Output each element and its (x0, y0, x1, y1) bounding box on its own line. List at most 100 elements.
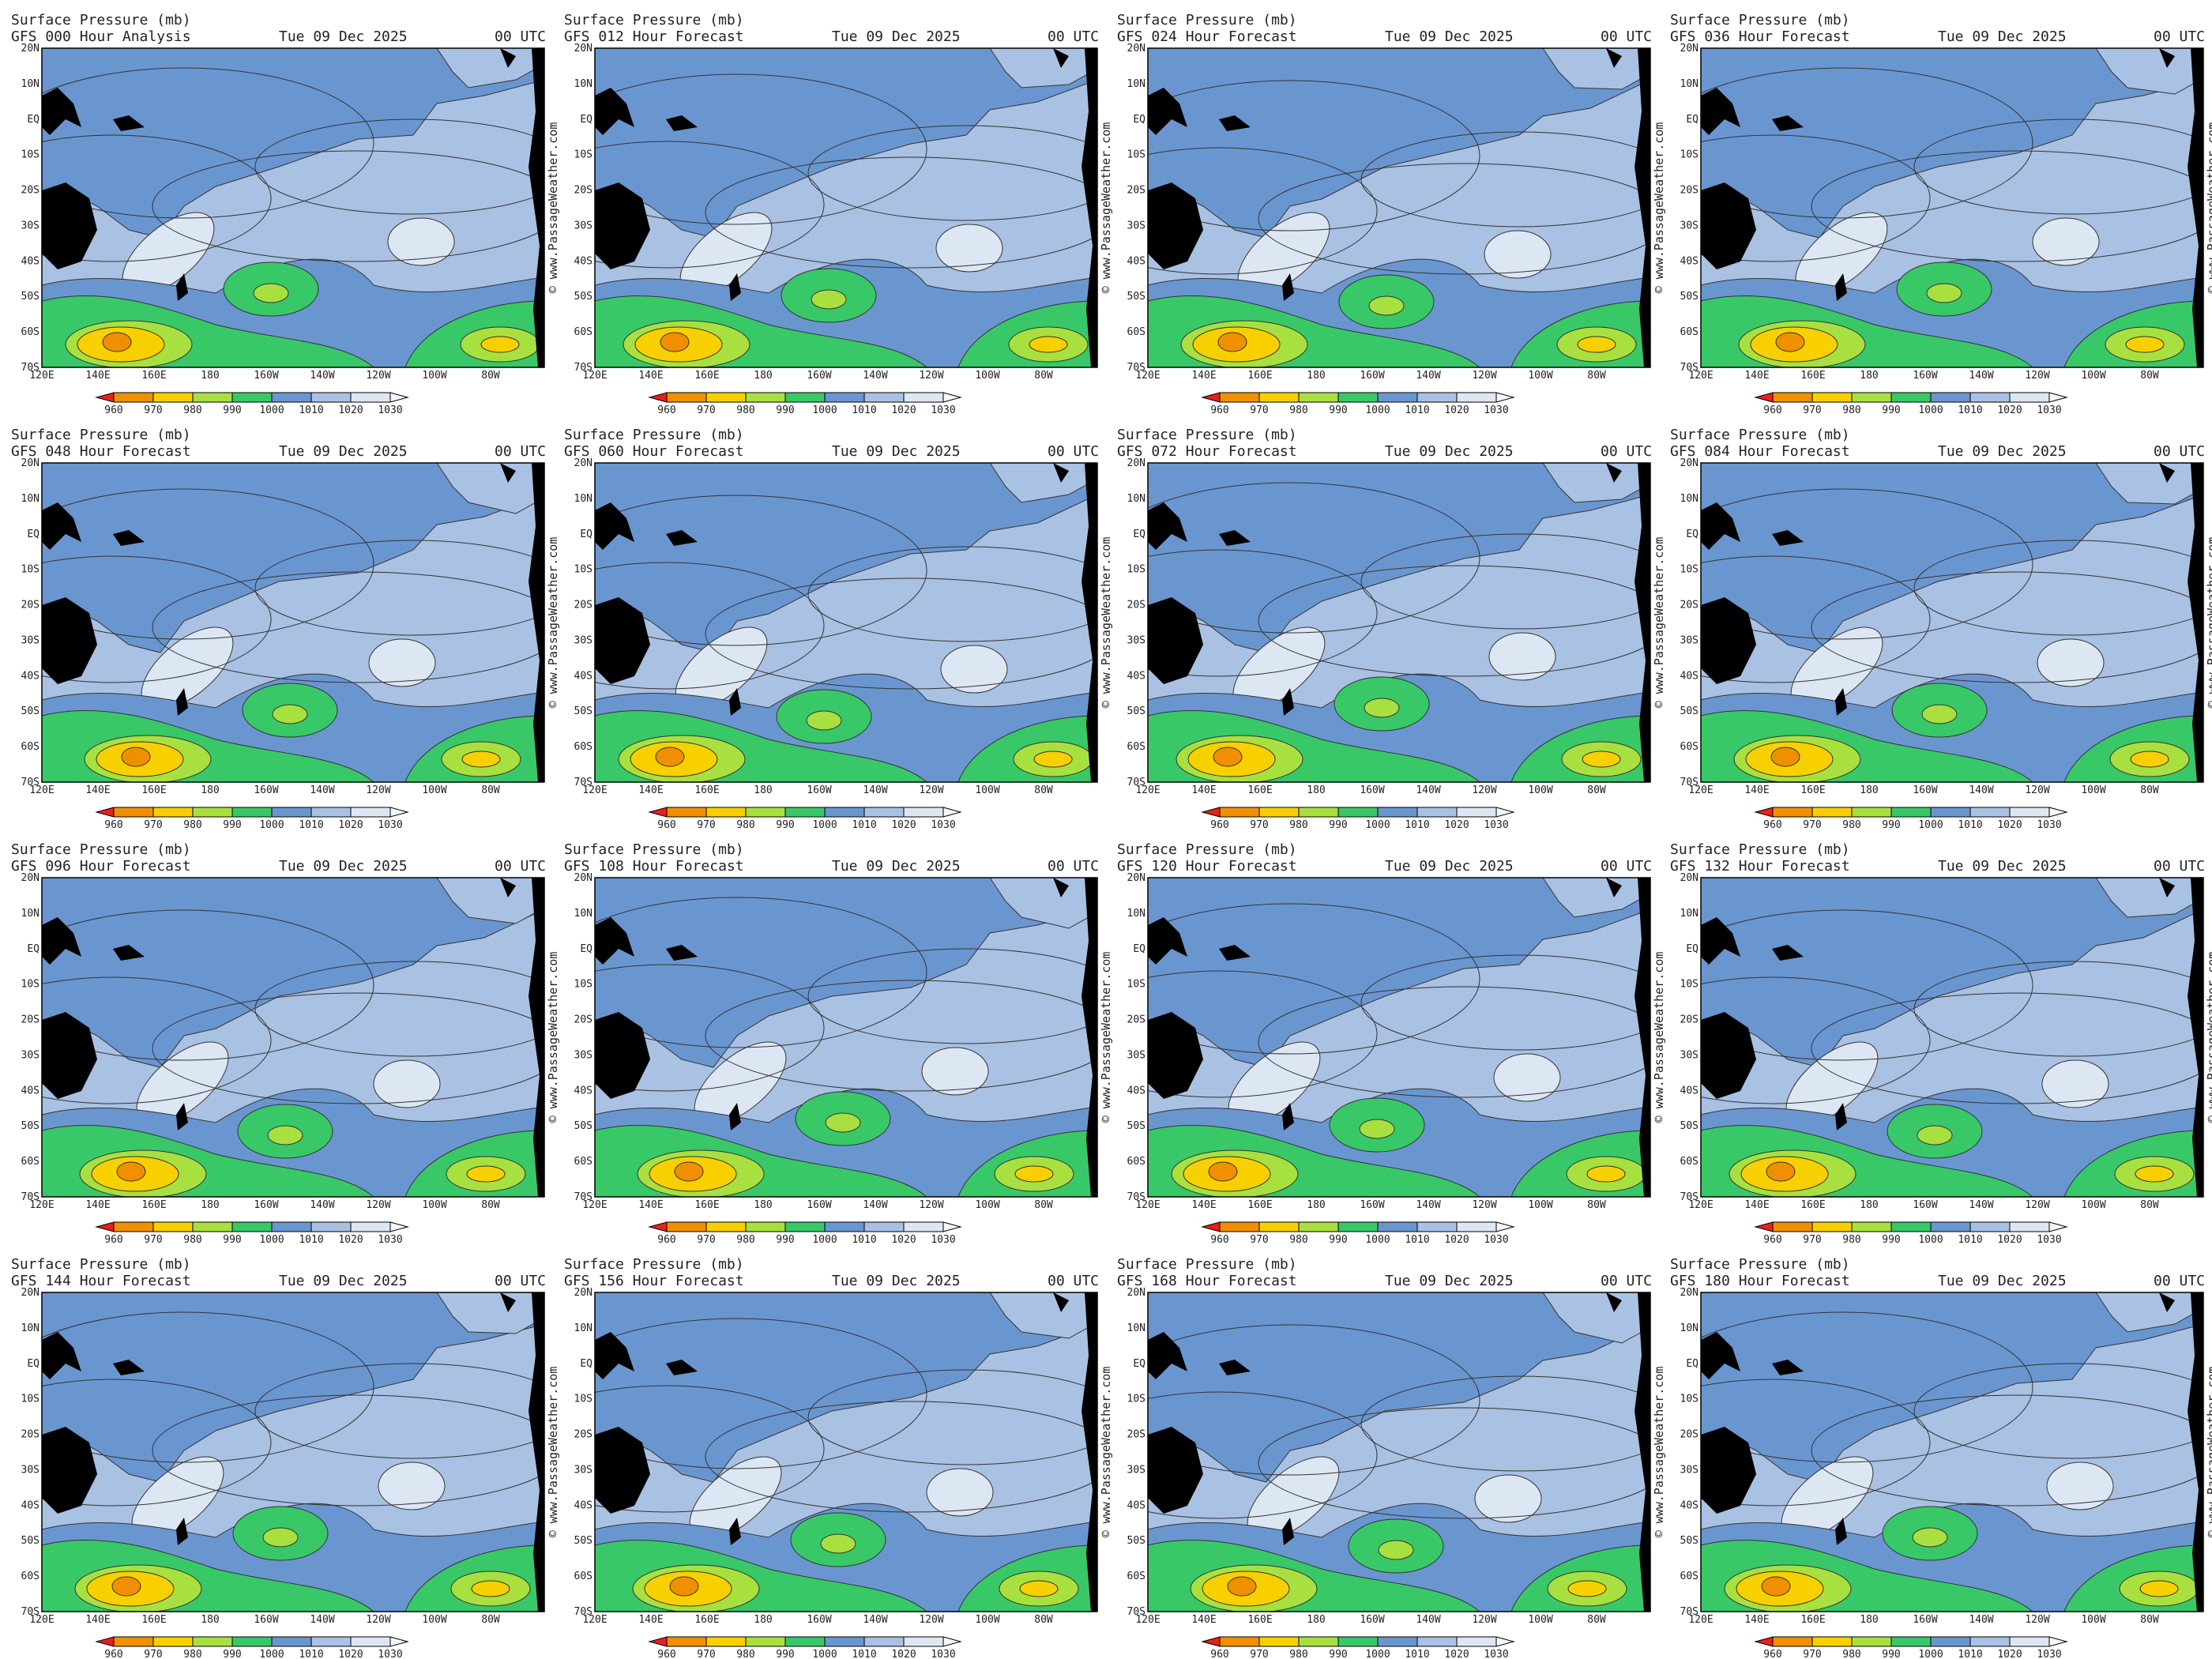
land (42, 917, 188, 1130)
lon-label: 140E (638, 1614, 663, 1626)
colorbar-segment (192, 1636, 233, 1647)
panel-date: Tue 09 Dec 2025 (1938, 443, 2067, 460)
lon-label: 120W (2025, 1199, 2049, 1211)
colorbar-segment (1772, 807, 1813, 818)
colorbar-label: 990 (1882, 1234, 1900, 1246)
low-region (989, 878, 1097, 929)
map-panel: Surface Pressure (mb)GFS 156 Hour Foreca… (564, 1256, 1113, 1659)
colorbar-segment (1377, 1221, 1418, 1232)
panel-subtitle: GFS 036 Hour Forecast (1670, 28, 1850, 45)
colorbar-segment (1337, 1221, 1379, 1232)
lat-label: 30S (574, 220, 592, 231)
land (2159, 1292, 2203, 1612)
panel-title: Surface Pressure (mb) (1117, 12, 1297, 28)
lat-label: 70S (21, 1606, 40, 1618)
colorbar-arrow (389, 1221, 409, 1232)
colorbar-arrow (1495, 392, 1515, 403)
colorbar-arrow (648, 1221, 668, 1232)
storm (116, 1161, 146, 1182)
panel-time: 00 UTC (2154, 28, 2205, 45)
colorbar-label: 960 (104, 1649, 122, 1659)
lat-label: 10S (1680, 149, 1698, 161)
lat-label: 10S (21, 149, 40, 161)
panel-time: 00 UTC (495, 28, 546, 45)
panel-date: Tue 09 Dec 2025 (279, 443, 408, 460)
lat-label: EQ (1686, 114, 1698, 126)
storm (1368, 295, 1405, 316)
isobar (1701, 1311, 2033, 1463)
lon-label: 120W (2025, 370, 2049, 382)
colorbar-segment (1851, 807, 1892, 818)
land (1053, 878, 1097, 1197)
isobar (152, 571, 544, 683)
colorbar-segment (1298, 1221, 1339, 1232)
lat-label: 70S (1680, 1606, 1698, 1618)
lon-label: 120W (1472, 1199, 1496, 1211)
colorbar-segment (2009, 392, 2050, 403)
panel-subtitle: GFS 156 Hour Forecast (564, 1273, 744, 1289)
lon-label: 160E (141, 1614, 166, 1626)
watermark: © www.PassageWeather.com (1099, 1367, 1113, 1538)
lon-label: 100W (2081, 1614, 2105, 1626)
map-panel: Surface Pressure (mb)GFS 144 Hour Foreca… (11, 1256, 560, 1659)
lat-label: 10N (574, 78, 592, 90)
map-frame (1147, 877, 1651, 1198)
panel-title: Surface Pressure (mb) (1670, 12, 1850, 28)
lon-label: 140E (1744, 784, 1769, 796)
panel-time: 00 UTC (1601, 858, 1652, 875)
watermark: © www.PassageWeather.com (1099, 537, 1113, 709)
isobar (1360, 1375, 1650, 1472)
colorbar-label: 1000 (1918, 1234, 1943, 1246)
storm (461, 750, 501, 768)
lon-label: 120E (1135, 370, 1160, 382)
colorbar-segment (271, 392, 312, 403)
lon-label: 120E (1688, 1614, 1713, 1626)
lat-label: EQ (580, 529, 592, 540)
colorbar-segment (350, 1221, 391, 1232)
lon-label: 160W (1360, 1199, 1384, 1211)
lon-label: 140E (1744, 370, 1769, 382)
lat-label: 60S (1127, 741, 1146, 753)
colorbar-label: 1020 (1997, 819, 2022, 831)
lon-label: 140E (1744, 1614, 1769, 1626)
colorbar-segment (310, 392, 352, 403)
lon-label: 120W (366, 370, 390, 382)
colorbar-segment (824, 392, 865, 403)
panel-time: 00 UTC (1048, 1273, 1099, 1289)
lon-label: 100W (422, 784, 446, 796)
lon-label: 160E (1247, 370, 1272, 382)
lon-label: 140E (638, 370, 663, 382)
isobar (1148, 80, 1480, 231)
colorbar-label: 970 (1803, 1234, 1821, 1246)
colorbar-arrow (1201, 807, 1221, 818)
colorbar-label: 1030 (931, 1234, 955, 1246)
lon-label: 100W (1528, 370, 1552, 382)
colorbar-label: 970 (697, 1234, 715, 1246)
lon-label: 160W (1360, 370, 1384, 382)
lon-label: 80W (1034, 1614, 1053, 1626)
panel-time: 00 UTC (1048, 443, 1099, 460)
colorbar-arrow (1754, 807, 1774, 818)
colorbar-label: 970 (697, 404, 715, 416)
colorbar-label: 1030 (931, 1649, 955, 1659)
colorbar-label: 980 (1289, 1649, 1307, 1659)
colorbar-label: 960 (1210, 1234, 1228, 1246)
lon-label: 160W (807, 784, 831, 796)
lat-label: 10S (1127, 1394, 1146, 1405)
lon-label: 160W (807, 1614, 831, 1626)
colorbar-segment (1930, 807, 1971, 818)
lon-label: 160W (1360, 1614, 1384, 1626)
colorbar: 960 970 980 990 1000 1010 1020 1030 (95, 1221, 409, 1246)
colorbar-label: 1000 (259, 1234, 284, 1246)
colorbar-segment (1219, 1221, 1260, 1232)
isobar (1148, 147, 1378, 275)
colorbar-segment (1219, 1636, 1260, 1647)
isobar (1258, 565, 1650, 677)
colorbar-label: 990 (223, 1234, 241, 1246)
colorbar-label: 1030 (1484, 1649, 1508, 1659)
low-region (436, 1292, 544, 1334)
colorbar-segment (231, 807, 273, 818)
colorbar-label: 1020 (338, 1234, 363, 1246)
storm (262, 1527, 299, 1548)
lon-label: 140E (85, 1614, 110, 1626)
